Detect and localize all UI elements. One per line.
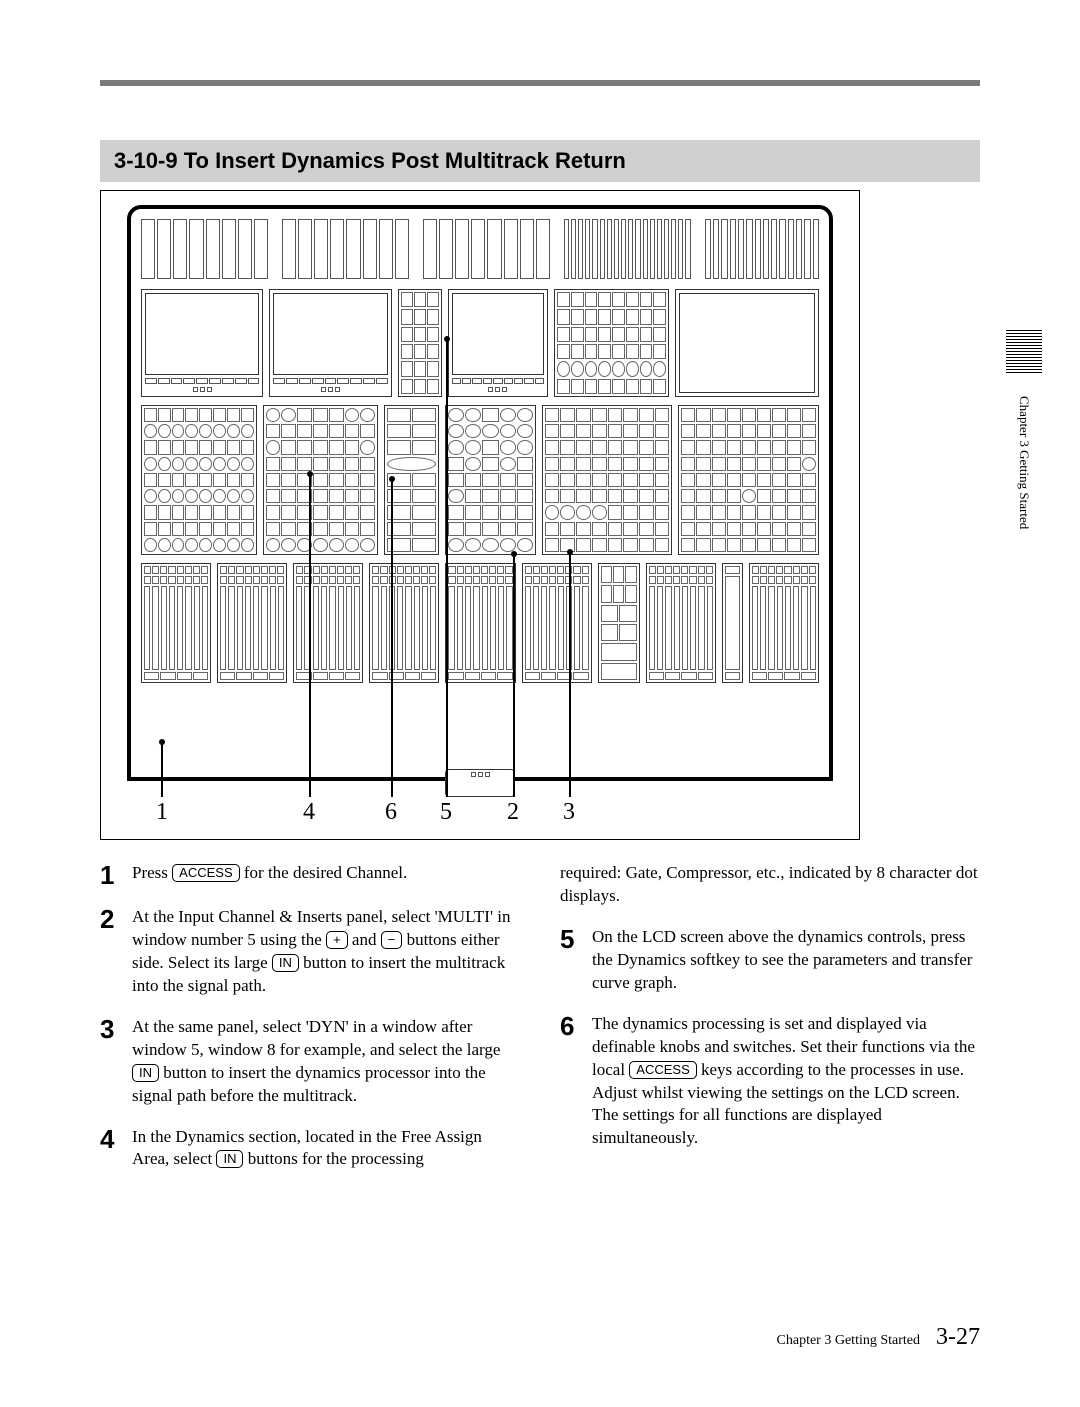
step-5: 5 On the LCD screen above the dynamics c… [560, 926, 980, 995]
fader-block [749, 563, 819, 683]
step-4-continued: 0 required: Gate, Compressor, etc., indi… [560, 862, 980, 908]
meter-block [564, 219, 691, 279]
in-keycap: IN [132, 1064, 159, 1082]
access-keycap: ACCESS [172, 864, 239, 882]
palm-rest [445, 769, 515, 797]
steps-left-column: 1 Press ACCESS for the desired Channel. … [100, 862, 520, 1171]
step-number: 1 [100, 862, 122, 888]
callout-number: 1 [156, 799, 168, 826]
fader-block [217, 563, 287, 683]
step-text: buttons for the processing [248, 1149, 424, 1168]
callout-number: 6 [385, 799, 397, 826]
step-body: On the LCD screen above the dynamics con… [592, 926, 980, 995]
screen-panel [675, 289, 819, 397]
matrix-cell [542, 405, 673, 555]
heading-title: To Insert Dynamics Post Multitrack Retur… [184, 148, 626, 173]
fader-single [722, 563, 743, 683]
callout-number: 4 [303, 799, 315, 826]
center-strip [398, 289, 442, 397]
meter-row [141, 219, 819, 279]
step-text: button to insert the dynamics processor … [132, 1063, 486, 1105]
steps-right-column: 0 required: Gate, Compressor, etc., indi… [560, 862, 980, 1171]
screen-panel [141, 289, 263, 397]
top-rule [100, 80, 980, 86]
step-6: 6 The dynamics processing is set and dis… [560, 1013, 980, 1151]
knob-cell [445, 405, 535, 555]
step-4: 4 In the Dynamics section, located in th… [100, 1126, 520, 1172]
footer-chapter: Chapter 3 Getting Started [777, 1333, 920, 1349]
meter-block [705, 219, 819, 279]
callout-number: 3 [563, 799, 575, 826]
step-text: and [352, 930, 381, 949]
step-number: 2 [100, 906, 122, 998]
step-text: At the same panel, select 'DYN' in a win… [132, 1017, 500, 1059]
step-text: required: Gate, Compressor, etc., indica… [560, 863, 978, 905]
knob-cell [141, 405, 257, 555]
figure-box: 1 4 6 5 2 3 [100, 190, 860, 840]
step-body: The dynamics processing is set and displ… [592, 1013, 980, 1151]
step-body: At the Input Channel & Inserts panel, se… [132, 906, 520, 998]
side-tab: Chapter 3 Getting Started [1000, 330, 1048, 530]
step-text: for the desired Channel. [244, 863, 407, 882]
knob-cell [263, 405, 379, 555]
fader-block [522, 563, 592, 683]
callout-line [391, 478, 393, 797]
callout-line [309, 473, 311, 797]
section-heading: 3-10-9 To Insert Dynamics Post Multitrac… [100, 140, 980, 182]
step-number: 4 [100, 1126, 122, 1172]
side-tab-label: Chapter 3 Getting Started [1016, 396, 1032, 529]
callout-line [161, 741, 163, 797]
minus-keycap: − [381, 931, 403, 949]
console-inner [141, 219, 819, 767]
callout-line [513, 553, 515, 797]
step-2: 2 At the Input Channel & Inserts panel, … [100, 906, 520, 998]
side-panel [598, 563, 640, 683]
callout-number: 2 [507, 799, 519, 826]
fader-row [141, 563, 819, 683]
heading-number: 3-10-9 [114, 148, 178, 173]
matrix-panel [554, 289, 669, 397]
step-1: 1 Press ACCESS for the desired Channel. [100, 862, 520, 888]
side-tab-lines [1006, 330, 1042, 390]
fader-block [646, 563, 716, 683]
screen-panel [448, 289, 549, 397]
step-text: Press [132, 863, 172, 882]
step-body: At the same panel, select 'DYN' in a win… [132, 1016, 520, 1108]
meter-block [141, 219, 268, 279]
step-number: 6 [560, 1013, 582, 1151]
callout-line [446, 338, 448, 797]
callout-line [569, 551, 571, 797]
step-number: 3 [100, 1016, 122, 1108]
fader-block [369, 563, 439, 683]
page-footer: Chapter 3 Getting Started 3-27 [777, 1324, 980, 1351]
meter-block [282, 219, 409, 279]
plus-keycap: + [326, 931, 348, 949]
callout-number: 5 [440, 799, 452, 826]
step-3: 3 At the same panel, select 'DYN' in a w… [100, 1016, 520, 1108]
fader-block [293, 563, 363, 683]
step-body: required: Gate, Compressor, etc., indica… [560, 862, 980, 908]
panel-row [141, 289, 819, 397]
in-keycap: IN [272, 954, 299, 972]
steps-columns: 1 Press ACCESS for the desired Channel. … [100, 862, 980, 1171]
screen-panel [269, 289, 391, 397]
console-outline [127, 205, 833, 781]
footer-page-number: 3-27 [936, 1324, 980, 1351]
step-body: In the Dynamics section, located in the … [132, 1126, 520, 1172]
access-keycap: ACCESS [629, 1061, 696, 1079]
grid-cell [678, 405, 819, 555]
step-body: Press ACCESS for the desired Channel. [132, 862, 520, 888]
fader-block [445, 563, 515, 683]
meter-block [423, 219, 550, 279]
fader-block [141, 563, 211, 683]
in-keycap: IN [216, 1150, 243, 1168]
step-number: 5 [560, 926, 582, 995]
step-text: On the LCD screen above the dynamics con… [592, 927, 972, 992]
mid-grid [141, 405, 819, 555]
